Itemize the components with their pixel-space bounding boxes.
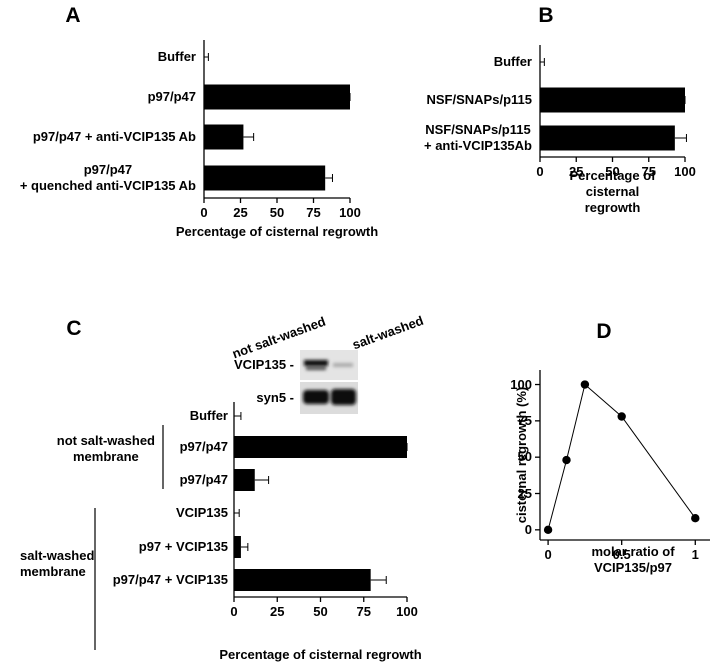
y-tick-label: 25 (517, 485, 532, 501)
category-label: p97/p47 + anti-VCIP135 Ab (32, 129, 196, 144)
y-tick-label: 75 (517, 412, 532, 428)
bar (234, 569, 371, 591)
x-tick-label: 25 (233, 205, 248, 220)
error-bar (370, 576, 387, 584)
bar (540, 125, 675, 151)
group-label: not salt-washed membrane (56, 433, 155, 464)
x-tick-label: 75 (356, 604, 371, 619)
panel-letter: D (596, 320, 612, 343)
category-label: p97/p47 (179, 439, 228, 454)
line (547, 383, 696, 530)
x-axis-label: Percentage of cisternal regrowth (175, 224, 379, 239)
x-tick-label: 75 (306, 205, 321, 220)
bar (234, 436, 407, 458)
marker (617, 412, 626, 421)
x-tick-label: 50 (605, 164, 620, 179)
western-blot (300, 350, 358, 414)
x-axis-label: Percentage of cisternal regrowth (219, 647, 422, 662)
x-tick-label: 100 (339, 205, 361, 220)
error-bar (254, 476, 270, 484)
category-label: NSF/SNAPs/p115 (426, 92, 533, 107)
y-axis-label: cisternal regrowth (%) (514, 386, 529, 524)
error-bar (243, 133, 255, 141)
category-label: NSF/SNAPs/p115 + anti-VCIP135Ab (423, 122, 532, 153)
x-axis-label: molar ratio of VCIP135/p97 (591, 544, 675, 575)
blot-row-label: syn5 - (256, 390, 294, 405)
error-bar (234, 412, 242, 420)
bar (540, 87, 685, 113)
category-label: p97/p47 (147, 89, 196, 104)
marker (691, 514, 700, 523)
category-label: p97/p47 + quenched anti-VCIP135 Ab (19, 162, 196, 193)
y-tick-label: 50 (517, 449, 532, 465)
bar (234, 469, 255, 491)
y-tick-label: 0 (524, 521, 532, 537)
x-tick-label: 0 (200, 205, 208, 220)
error-bar (674, 134, 687, 142)
category-label: Buffer (157, 49, 196, 64)
x-tick-label: 100 (674, 164, 696, 179)
bar (204, 165, 326, 191)
marker (562, 455, 571, 465)
category-label: p97/p47 (179, 472, 228, 487)
x-tick-label: 25 (569, 164, 584, 179)
bar (204, 84, 350, 110)
x-tick-label: 0.5 (612, 547, 631, 562)
error-bar (240, 543, 249, 551)
blot-row-label: VCIP135 - (234, 357, 294, 372)
category-label: p97/p47 + VCIP135 (112, 572, 228, 587)
x-axis-label: Percentage of cisternal regrowth (569, 168, 656, 215)
x-tick-label: 100 (396, 604, 418, 619)
bar (204, 124, 244, 150)
panel-letter: B (538, 4, 554, 27)
category-label: Buffer (189, 408, 228, 423)
x-tick-label: 25 (270, 604, 285, 619)
error-bar (234, 509, 240, 517)
group-label: salt-washed membrane (20, 548, 95, 579)
category-label: Buffer (493, 54, 532, 69)
bar (234, 536, 241, 558)
x-tick-label: 1 (691, 547, 699, 562)
marker (580, 380, 590, 389)
panel-letter: A (65, 4, 81, 27)
x-tick-label: 0 (536, 164, 544, 179)
category-label: p97 + VCIP135 (138, 539, 228, 554)
x-tick-label: 0 (544, 547, 552, 562)
y-tick-label: 100 (510, 376, 532, 392)
x-tick-label: 50 (269, 205, 285, 220)
x-tick-label: 75 (641, 164, 656, 179)
blot-bands (303, 360, 356, 405)
panel-letter: C (66, 317, 82, 340)
error-bar (540, 58, 545, 66)
x-tick-label: 50 (313, 604, 328, 619)
error-bar (325, 174, 333, 182)
x-tick-label: 0 (230, 604, 238, 619)
category-label: VCIP135 (175, 505, 228, 520)
marker (543, 525, 553, 535)
error-bar (204, 53, 209, 61)
